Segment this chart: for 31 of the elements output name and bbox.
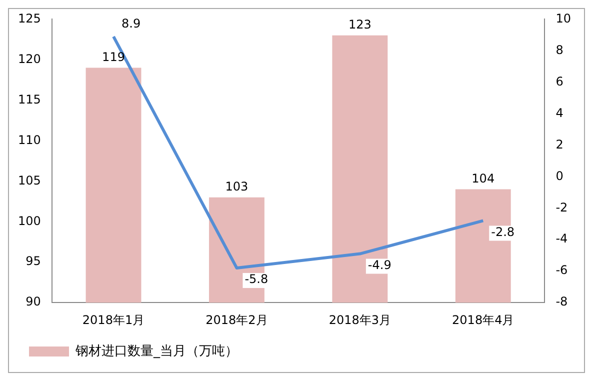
- y2-tick-label: -2: [556, 200, 568, 214]
- y2-tick-label: -8: [556, 294, 568, 309]
- y-tick-label: 115: [18, 92, 41, 106]
- data-label: 8.9: [122, 16, 141, 31]
- x-tick-label: 2018年2月: [206, 312, 268, 327]
- x-tick-label: 2018年3月: [328, 312, 392, 327]
- x-tick-label: 2018年4月: [452, 312, 514, 327]
- data-label: -2.8: [491, 224, 515, 239]
- data-label: 104: [472, 171, 495, 186]
- y-tick-label: 120: [18, 52, 41, 66]
- y-tick-label: 105: [18, 173, 41, 188]
- legend-label: 钢材进口数量_当月（万吨）: [74, 344, 238, 359]
- y2-tick-label: 8: [556, 42, 564, 57]
- y2-tick-label: 2: [556, 137, 564, 152]
- y2-tick-label: 10: [556, 11, 572, 26]
- y2-tick-label: 4: [556, 106, 564, 120]
- y-tick-label: 95: [26, 254, 41, 268]
- data-label: -5.8: [244, 272, 268, 286]
- y2-tick-label: 0: [556, 168, 564, 183]
- data-label: 119: [102, 50, 125, 64]
- y-tick-label: 90: [26, 294, 41, 309]
- data-label: -4.9: [368, 258, 392, 272]
- data-label: 103: [225, 179, 248, 194]
- y-tick-label: 100: [18, 214, 41, 228]
- y-tick-label: 110: [18, 132, 41, 147]
- x-tick-label: 2018年1月: [82, 312, 145, 327]
- y2-tick-label: -6: [556, 263, 568, 278]
- data-label: 123: [348, 18, 372, 32]
- y-tick-label: 125: [18, 11, 41, 26]
- y2-tick-label: -4: [556, 232, 568, 246]
- y2-tick-label: 6: [556, 74, 564, 88]
